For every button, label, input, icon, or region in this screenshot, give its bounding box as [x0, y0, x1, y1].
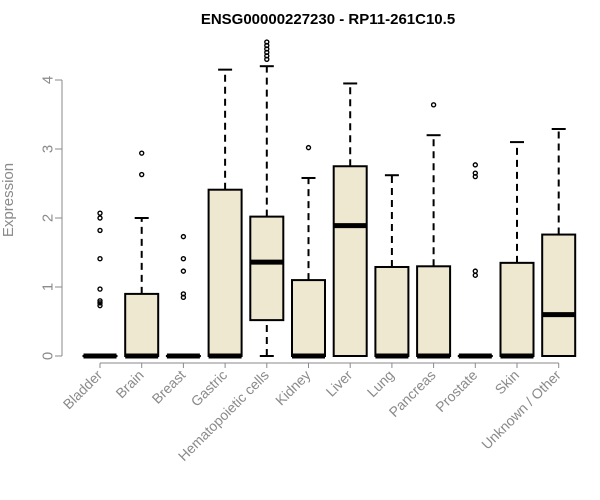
x-tick-label: Lung — [364, 367, 397, 400]
iqr-box — [541, 233, 577, 357]
y-axis-label: Expression — [0, 163, 17, 237]
iqr-box — [332, 165, 368, 357]
box-lung — [374, 174, 410, 359]
y-tick-label: 3 — [40, 145, 57, 153]
box-gastric — [207, 68, 243, 359]
y-tick-label: 1 — [40, 283, 57, 291]
y-tick-label: 4 — [40, 76, 57, 84]
iqr-box — [124, 292, 160, 357]
plot-area — [82, 39, 577, 359]
box-liver — [332, 82, 368, 357]
box-brain — [124, 150, 160, 359]
outlier-point — [430, 102, 437, 108]
outlier-point — [472, 170, 478, 176]
outlier-point — [138, 171, 145, 178]
outlier-point — [97, 286, 103, 292]
chart-title: ENSG00000227230 - RP11-261C10.5 — [201, 11, 455, 28]
box-hematopoietic-cells — [249, 39, 285, 357]
outlier-point — [472, 162, 478, 168]
outlier-point — [180, 256, 187, 262]
iqr-box — [374, 265, 410, 357]
outlier-point — [97, 256, 103, 262]
box-breast — [165, 233, 201, 359]
iqr-box — [207, 188, 243, 357]
outlier-point — [180, 233, 187, 240]
x-tick-label: Kidney — [272, 367, 314, 409]
y-tick-label: 2 — [40, 214, 57, 222]
outlier-point — [97, 298, 103, 304]
x-tick-label: Unknown / Other — [478, 367, 564, 453]
outlier-point — [138, 150, 145, 156]
box-kidney — [291, 144, 326, 359]
outlier-point — [97, 300, 103, 306]
outlier-point — [180, 291, 187, 297]
outlier-point — [97, 227, 103, 234]
box-unknown-other — [541, 127, 577, 357]
outlier-point — [305, 144, 312, 151]
outlier-point — [264, 39, 270, 45]
box-pancreas — [416, 102, 452, 359]
y-axis: 0 1 2 3 4 — [40, 76, 63, 360]
outlier-point — [472, 268, 478, 274]
outlier-point — [97, 215, 103, 221]
x-tick-label: Breast — [149, 367, 189, 407]
x-tick-label: Brain — [112, 367, 146, 401]
x-tick-label: Bladder — [60, 367, 106, 413]
box-prostate — [457, 162, 493, 359]
iqr-box — [249, 215, 285, 322]
box-bladder — [82, 210, 118, 359]
iqr-box — [291, 279, 326, 358]
outlier-point — [472, 272, 478, 278]
box-skin — [499, 141, 535, 359]
x-tick-label: Liver — [323, 367, 356, 400]
outlier-point — [97, 210, 103, 216]
y-tick-label: 0 — [40, 352, 57, 360]
iqr-box — [499, 261, 535, 358]
x-tick-label: Prostate — [432, 367, 480, 415]
x-tick-label: Skin — [492, 367, 523, 398]
iqr-box — [416, 265, 452, 357]
outlier-point — [97, 302, 103, 309]
outlier-point — [180, 268, 187, 274]
